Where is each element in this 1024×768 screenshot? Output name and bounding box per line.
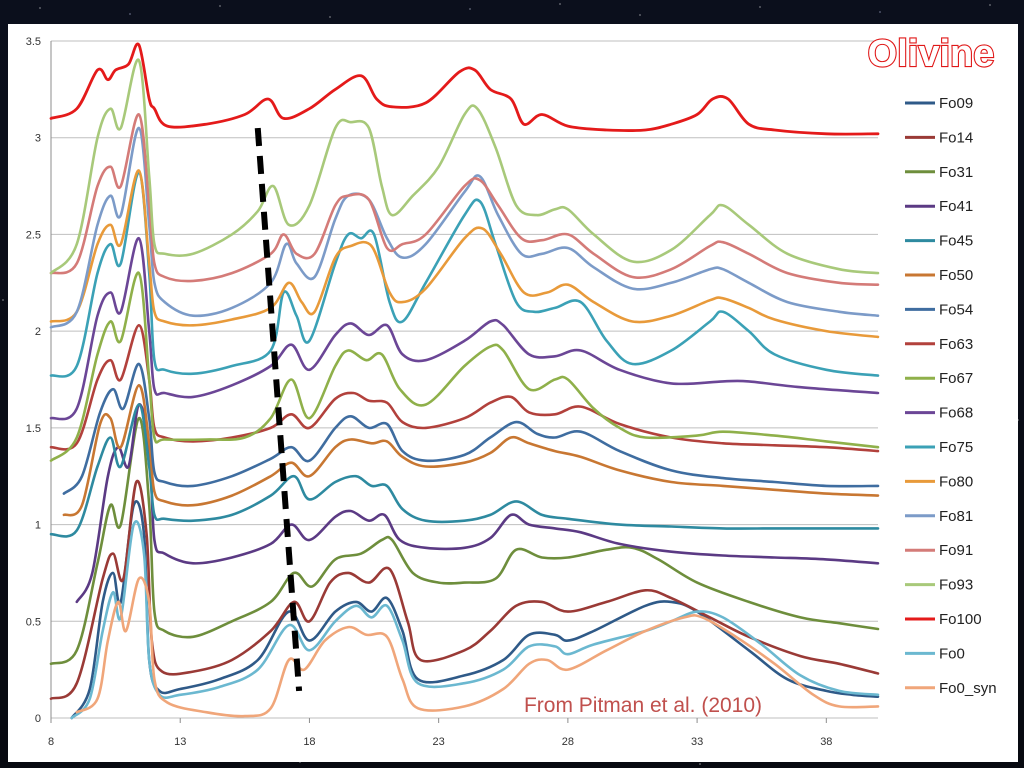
legend-item-fo80: Fo80 bbox=[905, 473, 973, 490]
y-tick-label: 0.5 bbox=[26, 616, 41, 628]
y-tick-label: 3 bbox=[35, 133, 41, 145]
series-line-fo100 bbox=[49, 42, 880, 136]
legend-label: Fo63 bbox=[939, 336, 973, 353]
dashed-trend-annotation bbox=[254, 127, 303, 692]
series-line-fo68 bbox=[49, 236, 880, 421]
legend-label: Fo54 bbox=[939, 301, 973, 318]
series-line-fo31 bbox=[49, 416, 880, 666]
x-tick-label: 33 bbox=[691, 736, 703, 748]
legend-label: Fo14 bbox=[939, 129, 973, 146]
legend-label: Fo0 bbox=[939, 645, 965, 662]
x-tick-label: 8 bbox=[48, 736, 54, 748]
legend-label: Fo31 bbox=[939, 164, 973, 181]
spectra-series bbox=[49, 42, 880, 720]
series-line-fo93 bbox=[49, 58, 880, 275]
legend: Fo09 Fo14 Fo31 Fo41 Fo45 Fo50 Fo54 Fo63 Fo67 Fo68… bbox=[905, 95, 997, 697]
legend-label: Fo50 bbox=[939, 267, 973, 284]
chart-panel bbox=[8, 24, 1018, 762]
legend-label: Fo67 bbox=[939, 370, 973, 387]
legend-item-fo41: Fo41 bbox=[905, 198, 973, 215]
legend-item-fo50: Fo50 bbox=[905, 267, 973, 284]
legend-label: Fo100 bbox=[939, 611, 982, 628]
series-line-fo0 bbox=[70, 520, 880, 720]
legend-item-fo63: Fo63 bbox=[905, 336, 973, 353]
legend-label: Fo93 bbox=[939, 577, 973, 594]
series-line-fo14 bbox=[49, 479, 880, 700]
legend-item-fo0-syn: Fo0_syn bbox=[905, 680, 997, 697]
series-line-fo75 bbox=[49, 171, 880, 378]
chart-title: Olivine bbox=[868, 33, 995, 75]
legend-item-fo09: Fo09 bbox=[905, 95, 973, 112]
series-line-fo63 bbox=[49, 324, 880, 453]
legend-item-fo75: Fo75 bbox=[905, 439, 973, 456]
series-line-fo67 bbox=[49, 271, 880, 462]
legend-item-fo45: Fo45 bbox=[905, 233, 973, 250]
legend-label: Fo68 bbox=[939, 405, 973, 422]
y-tick-label: 0 bbox=[35, 713, 41, 725]
series-line-fo0-syn bbox=[75, 576, 880, 718]
legend-item-fo100: Fo100 bbox=[905, 611, 982, 628]
y-axis-ticks: 0 0.5 1 1.5 2 2.5 3 3.5 bbox=[26, 36, 41, 725]
legend-label: Fo41 bbox=[939, 198, 973, 215]
legend-item-fo31: Fo31 bbox=[905, 164, 973, 181]
y-tick-label: 1 bbox=[35, 520, 41, 532]
source-note: From Pitman et al. (2010) bbox=[524, 694, 762, 717]
legend-item-fo91: Fo91 bbox=[905, 542, 973, 559]
y-tick-label: 2.5 bbox=[26, 229, 41, 241]
legend-label: Fo75 bbox=[939, 439, 973, 456]
dashed-trend-line bbox=[254, 127, 303, 692]
series-line-fo09 bbox=[70, 500, 880, 720]
legend-item-fo93: Fo93 bbox=[905, 577, 973, 594]
x-axis-ticks: 8 13 18 23 28 33 38 bbox=[48, 718, 832, 748]
legend-label: Fo91 bbox=[939, 542, 973, 559]
x-tick-label: 23 bbox=[433, 736, 445, 748]
legend-label: Fo09 bbox=[939, 95, 973, 112]
x-tick-label: 38 bbox=[820, 736, 832, 748]
legend-label: Fo45 bbox=[939, 233, 973, 250]
legend-item-fo68: Fo68 bbox=[905, 405, 973, 422]
grid-lines bbox=[50, 40, 878, 719]
x-tick-label: 28 bbox=[562, 736, 574, 748]
x-tick-label: 13 bbox=[174, 736, 186, 748]
legend-label: Fo0_syn bbox=[939, 680, 997, 697]
y-tick-label: 3.5 bbox=[26, 36, 41, 48]
legend-item-fo67: Fo67 bbox=[905, 370, 973, 387]
series-line-fo80 bbox=[49, 169, 880, 339]
legend-label: Fo81 bbox=[939, 508, 973, 525]
x-tick-label: 18 bbox=[303, 736, 315, 748]
series-line-fo54 bbox=[62, 362, 880, 495]
series-line-fo45 bbox=[49, 403, 880, 538]
legend-label: Fo80 bbox=[939, 473, 973, 490]
legend-item-fo81: Fo81 bbox=[905, 508, 973, 525]
series-line-fo50 bbox=[62, 383, 880, 517]
legend-item-fo14: Fo14 bbox=[905, 129, 973, 146]
y-tick-label: 1.5 bbox=[26, 423, 41, 435]
legend-item-fo0: Fo0 bbox=[905, 645, 965, 662]
y-tick-label: 2 bbox=[35, 326, 41, 338]
series-line-fo91 bbox=[49, 113, 880, 286]
legend-item-fo54: Fo54 bbox=[905, 301, 973, 318]
